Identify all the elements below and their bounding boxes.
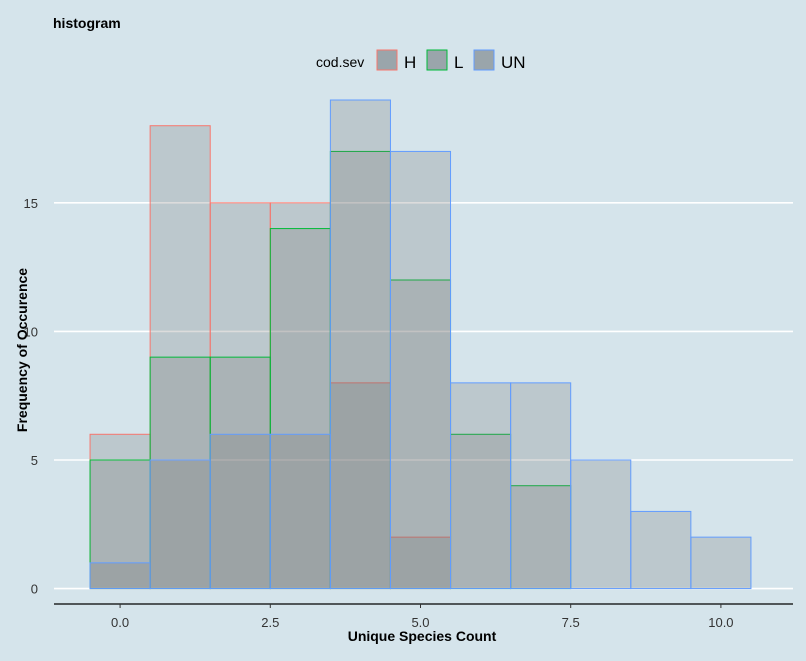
bar-H-3 <box>269 202 331 590</box>
x-tick-label-2.5: 2.5 <box>261 615 279 630</box>
bar-UN-3 <box>269 433 331 590</box>
x-tick-label-10.0: 10.0 <box>708 615 733 630</box>
bar-L-1 <box>149 356 211 590</box>
histogram-bars <box>89 99 752 590</box>
bar-UN-9 <box>630 510 692 590</box>
bar-H-4 <box>329 382 391 590</box>
x-tick-label-0.0: 0.0 <box>111 615 129 630</box>
legend: cod.sev H L UN <box>316 49 526 72</box>
legend-key-H <box>376 49 398 71</box>
y-tick-label-10: 10 <box>24 324 38 339</box>
bar-UN-8 <box>570 459 632 590</box>
y-tick-label-15: 15 <box>24 196 38 211</box>
x-axis-title: Unique Species Count <box>348 628 497 644</box>
legend-label-UN: UN <box>501 53 526 72</box>
legend-label-H: H <box>404 53 416 72</box>
x-tick-label-5.0: 5.0 <box>411 615 429 630</box>
bar-L-4 <box>329 150 391 590</box>
y-tick-label-0: 0 <box>31 582 38 597</box>
bar-L-7 <box>510 485 572 590</box>
legend-key-UN <box>473 49 495 71</box>
bar-UN-5 <box>389 150 452 590</box>
bar-UN-10 <box>690 536 752 590</box>
bar-UN-7 <box>510 382 572 590</box>
y-tick-label-5: 5 <box>31 453 38 468</box>
bar-L-3 <box>269 228 331 590</box>
bar-UN-4 <box>329 99 391 590</box>
bar-UN-6 <box>450 382 512 590</box>
bar-UN-0 <box>89 562 151 590</box>
legend-label-L: L <box>454 53 463 72</box>
bar-UN-2 <box>209 433 271 590</box>
bar-L-5 <box>389 279 452 590</box>
legend-key-L <box>426 49 448 71</box>
bar-L-6 <box>450 433 512 590</box>
y-axis-title: Frequency of Occurence <box>14 268 30 432</box>
bar-H-5 <box>389 536 452 590</box>
chart-title: histogram <box>53 15 121 31</box>
bar-UN-1 <box>149 459 211 590</box>
x-tick-label-7.5: 7.5 <box>562 615 580 630</box>
legend-title: cod.sev <box>316 54 364 70</box>
bar-H-2 <box>209 202 271 590</box>
axis-ticks: 0.0 2.5 5.0 7.5 10.0 0 5 10 15 <box>24 196 734 630</box>
